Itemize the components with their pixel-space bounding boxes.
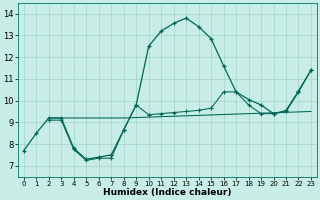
X-axis label: Humidex (Indice chaleur): Humidex (Indice chaleur) <box>103 188 232 197</box>
